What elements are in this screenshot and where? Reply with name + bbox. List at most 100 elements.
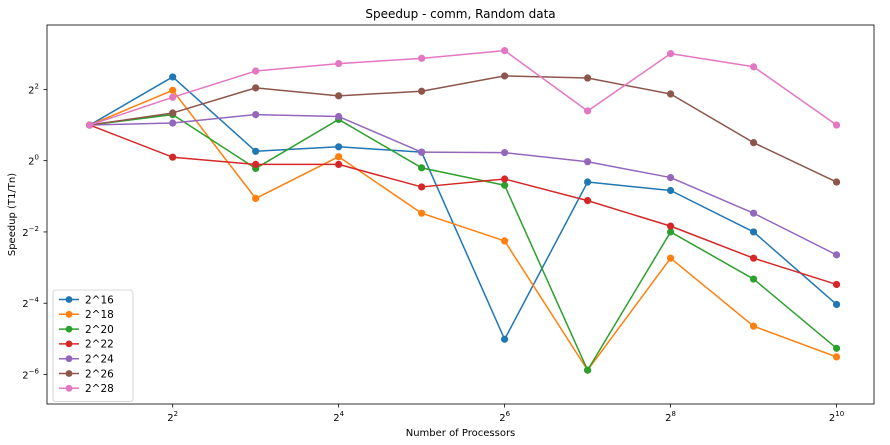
data-point xyxy=(169,119,177,127)
data-point xyxy=(169,73,177,81)
data-point xyxy=(418,87,426,95)
data-point xyxy=(335,92,343,100)
data-point xyxy=(418,209,426,217)
data-point xyxy=(584,107,592,115)
data-point xyxy=(666,222,675,230)
data-point xyxy=(584,366,592,374)
data-point xyxy=(252,160,260,169)
legend-label: 2^18 xyxy=(85,309,114,321)
legend-entry: 2^18 xyxy=(59,309,114,321)
data-point xyxy=(335,143,343,151)
chart-title: Speedup - comm, Random data xyxy=(365,7,555,21)
data-point xyxy=(501,181,509,189)
data-point xyxy=(169,86,177,94)
series-line xyxy=(89,49,837,126)
series-line xyxy=(89,75,837,183)
legend-entry: 2^26 xyxy=(59,368,114,380)
data-point xyxy=(666,173,675,182)
data-point xyxy=(169,153,177,161)
data-point xyxy=(335,160,343,169)
data-point xyxy=(418,148,426,156)
x-tick-label: 28 xyxy=(665,410,676,424)
data-point xyxy=(666,186,675,195)
x-tick-label: 210 xyxy=(829,410,844,424)
data-point xyxy=(584,158,592,166)
data-point xyxy=(252,84,260,92)
series-line xyxy=(89,89,837,371)
plot-frame xyxy=(46,24,875,405)
legend: 2^16 2^18 2^20 2^22 2^24 2^26 2^28 xyxy=(52,289,134,402)
x-tick-label: 22 xyxy=(167,410,178,424)
data-point xyxy=(832,251,841,259)
data-point xyxy=(169,109,177,117)
data-point xyxy=(335,153,343,161)
x-tick-label: 24 xyxy=(333,410,344,424)
data-point xyxy=(501,72,509,80)
data-point xyxy=(666,50,675,58)
legend-marker xyxy=(65,340,73,348)
legend-entry: 2^24 xyxy=(59,354,114,366)
data-point xyxy=(832,121,841,129)
y-tick-label: 2−2 xyxy=(22,225,39,239)
y-tick-label: 20 xyxy=(28,154,39,168)
legend-label: 2^28 xyxy=(85,383,114,395)
data-point xyxy=(749,63,758,71)
legend-label: 2^20 xyxy=(85,324,114,336)
y-tick-label: 2−4 xyxy=(22,296,39,310)
series-line xyxy=(89,124,837,286)
data-point xyxy=(501,47,509,55)
data-point xyxy=(832,353,841,361)
data-point xyxy=(749,139,758,147)
legend-label: 2^24 xyxy=(85,354,114,366)
legend-marker xyxy=(65,296,73,303)
series-layer xyxy=(86,47,841,374)
legend-label: 2^16 xyxy=(85,294,114,306)
legend-marker xyxy=(65,355,73,363)
y-tick-label: 22 xyxy=(28,82,39,96)
x-axis-title: Number of Processors xyxy=(406,428,516,439)
data-point xyxy=(86,121,94,129)
data-point xyxy=(252,67,260,75)
data-point xyxy=(749,254,758,262)
axes-layer: 22 24 26 28 210 22 20 2−2 2−4 2−6 xyxy=(22,24,875,424)
data-point xyxy=(501,237,509,245)
legend-marker xyxy=(65,384,73,392)
data-point xyxy=(832,344,841,352)
data-point xyxy=(169,93,177,101)
data-point xyxy=(749,275,758,283)
data-point xyxy=(832,178,841,186)
legend-entry: 2^28 xyxy=(59,383,114,395)
data-point xyxy=(584,196,592,205)
legend-entry: 2^20 xyxy=(59,324,114,336)
data-point xyxy=(501,149,509,157)
data-point xyxy=(584,74,592,82)
series-2-24 xyxy=(86,111,841,259)
series-2-22 xyxy=(86,121,841,289)
data-point xyxy=(335,59,343,68)
data-point xyxy=(252,194,260,203)
legend-marker xyxy=(65,325,73,333)
series-line xyxy=(89,113,838,371)
legend-marker xyxy=(65,370,73,377)
data-point xyxy=(666,90,675,98)
series-line xyxy=(89,76,838,341)
data-point xyxy=(749,228,758,236)
legend-label: 2^26 xyxy=(85,368,114,380)
data-point xyxy=(666,254,675,262)
data-point xyxy=(418,54,426,62)
data-point xyxy=(584,178,592,186)
data-point xyxy=(832,280,841,289)
x-tick-label: 26 xyxy=(499,410,510,424)
data-point xyxy=(418,164,426,172)
data-point xyxy=(252,111,260,119)
data-point xyxy=(749,209,758,217)
data-point xyxy=(335,112,343,121)
legend-entry: 2^16 xyxy=(59,294,114,306)
y-axis-label-group: Speedup (T1/Tn) xyxy=(7,173,18,256)
legend-marker xyxy=(65,310,73,318)
legend-entry: 2^22 xyxy=(59,339,114,351)
data-point xyxy=(501,175,509,183)
